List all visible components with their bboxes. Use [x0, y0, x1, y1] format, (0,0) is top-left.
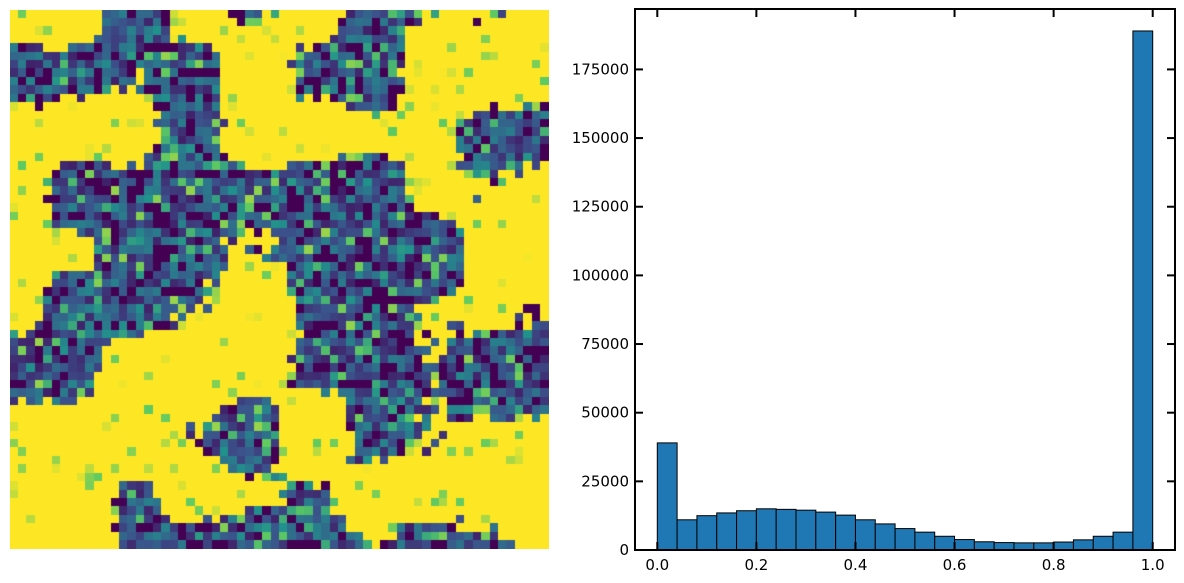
histogram-bar [1072, 539, 1094, 551]
histogram-bar [1112, 531, 1134, 551]
histogram-bar [1132, 30, 1154, 551]
histogram-bar [934, 535, 956, 551]
histogram-bar [1092, 535, 1114, 551]
x-tick-label: 0.8 [1042, 556, 1066, 574]
histogram-tick-labels: 0.0 0.2 0.4 0.6 0.8 1.0 0 25000 50000 75000 100000… [572, 60, 1165, 574]
y-tick-label: 150000 [572, 129, 629, 147]
y-tick-label: 50000 [581, 404, 629, 422]
histogram-bar [835, 514, 856, 551]
histogram-bar [795, 509, 817, 551]
histogram-bar [874, 523, 896, 551]
histogram-bar [914, 531, 936, 551]
y-tick-label: 125000 [572, 198, 629, 216]
histogram-bar [736, 510, 757, 551]
x-tick-label: 0.6 [943, 556, 967, 574]
histogram-bar [755, 508, 777, 551]
histogram-frame [634, 8, 1176, 551]
x-tick-label: 0.4 [844, 556, 868, 574]
histogram-bar [1013, 542, 1035, 551]
histogram-bar [954, 539, 975, 551]
histogram-bar [716, 512, 738, 551]
x-tick-label: 0.2 [744, 556, 768, 574]
histogram-bar [676, 519, 698, 551]
y-tick-label: 75000 [581, 335, 629, 353]
histogram-bar [1053, 541, 1074, 551]
histogram-ticks [635, 9, 1175, 551]
histogram-bars [656, 30, 1154, 551]
histogram-bar [993, 542, 1015, 551]
histogram-bar [656, 442, 678, 551]
histogram-bar [1033, 542, 1055, 551]
y-tick-label: 25000 [581, 472, 629, 490]
x-tick-label: 0.0 [645, 556, 669, 574]
heatmap-image [10, 10, 549, 549]
histogram-bar [894, 528, 916, 551]
y-tick-label: 0 [619, 541, 629, 559]
heatmap-canvas [10, 10, 549, 549]
histogram-bar [973, 541, 995, 551]
y-tick-label: 175000 [572, 60, 629, 78]
y-tick-label: 100000 [572, 266, 629, 284]
histogram-bar [815, 511, 837, 551]
x-tick-label: 1.0 [1141, 556, 1165, 574]
histogram-bar [696, 515, 718, 551]
histogram-bar [775, 508, 797, 551]
histogram-bar [854, 519, 876, 551]
